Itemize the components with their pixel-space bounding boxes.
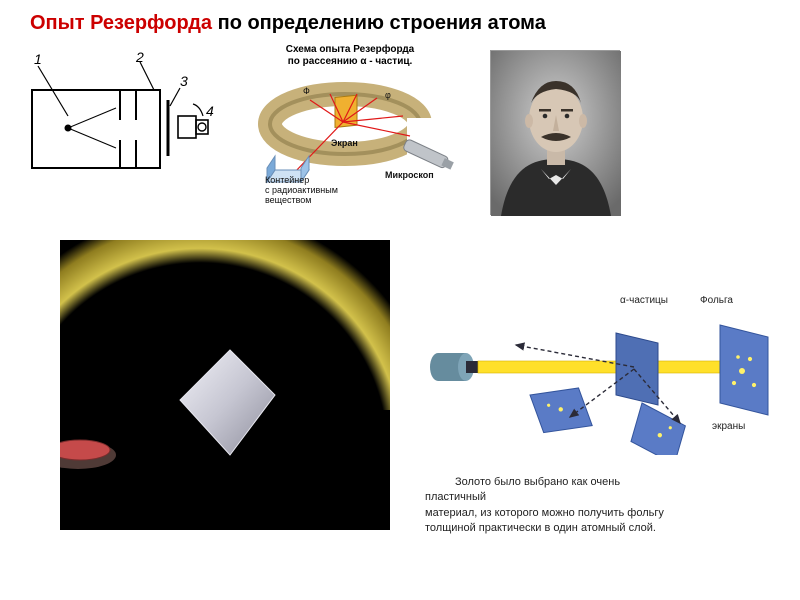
schematic-svg: 1 2 3 4 — [20, 48, 220, 188]
title-rest: по определению строения атома — [218, 12, 546, 34]
filler-line2: пластичный — [425, 491, 486, 503]
portrait-svg — [491, 51, 621, 216]
label-foil: Фольга — [700, 295, 733, 306]
title-prefix: Опыт Резерфорда — [30, 12, 218, 34]
label-screen: Экран — [331, 138, 358, 148]
filler-line5: толщиной практически в один атомный — [425, 522, 626, 534]
scattering-photo — [60, 240, 390, 530]
rutherford-portrait — [490, 50, 620, 215]
explanatory-text: Золото было выбрано как очень пластичный… — [425, 475, 765, 537]
label-container-l3: веществом — [265, 195, 312, 205]
filler-line3: материал, из которого можно получить — [425, 507, 624, 519]
label-container-l2: с радиоактивным — [265, 185, 338, 195]
beam-foil-diagram: α-частицы Фольга экраны — [420, 295, 770, 455]
caption-line1: Схема опыта Резерфорда — [286, 44, 414, 55]
svg-text:4: 4 — [206, 103, 214, 119]
scattering-svg — [60, 240, 390, 530]
filler-line4: фольгу — [627, 507, 664, 519]
rutherford-setup-diagram: Схема опыта Резерфорда по рассеянию α - … — [235, 44, 465, 214]
svg-text:2: 2 — [135, 49, 144, 65]
label-container-l1: Контейнер — [265, 175, 309, 185]
filler-line1: Золото было выбрано как очень — [425, 475, 765, 490]
label-container: Контейнер с радиоактивным веществом — [265, 176, 338, 206]
page-title: Опыт Резерфорда по определению строения … — [30, 12, 546, 35]
label-phi-lower: φ — [385, 90, 391, 100]
svg-text:1: 1 — [34, 51, 42, 67]
label-phi-upper: Ф — [303, 86, 310, 96]
filler-line6: слой. — [629, 522, 656, 534]
setup-caption: Схема опыта Резерфорда по рассеянию α - … — [235, 44, 465, 68]
label-screens: экраны — [712, 421, 745, 432]
schematic-diagram: 1 2 3 4 — [20, 48, 220, 188]
label-microscope: Микроскоп — [385, 170, 434, 180]
label-alpha: α-частицы — [620, 295, 668, 306]
svg-text:3: 3 — [180, 73, 188, 89]
